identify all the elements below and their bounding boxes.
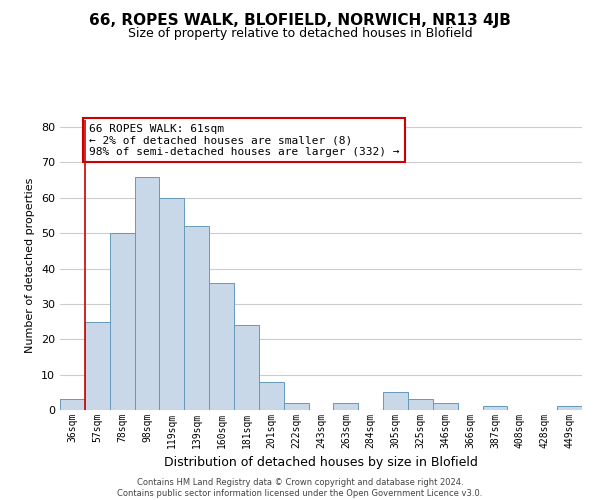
Bar [184,226,209,410]
Bar [209,282,234,410]
Bar [160,198,184,410]
Bar [383,392,408,410]
Text: 66, ROPES WALK, BLOFIELD, NORWICH, NR13 4JB: 66, ROPES WALK, BLOFIELD, NORWICH, NR13 … [89,12,511,28]
Bar [60,400,85,410]
Bar [433,403,458,410]
Bar [284,403,308,410]
Y-axis label: Number of detached properties: Number of detached properties [25,178,35,352]
Text: 66 ROPES WALK: 61sqm
← 2% of detached houses are smaller (8)
98% of semi-detache: 66 ROPES WALK: 61sqm ← 2% of detached ho… [89,124,399,156]
Text: Contains HM Land Registry data © Crown copyright and database right 2024.
Contai: Contains HM Land Registry data © Crown c… [118,478,482,498]
Bar [85,322,110,410]
Bar [408,400,433,410]
Bar [334,403,358,410]
Bar [482,406,508,410]
Text: Size of property relative to detached houses in Blofield: Size of property relative to detached ho… [128,28,472,40]
Bar [110,233,134,410]
Bar [234,325,259,410]
Bar [557,406,582,410]
Bar [134,176,160,410]
X-axis label: Distribution of detached houses by size in Blofield: Distribution of detached houses by size … [164,456,478,469]
Bar [259,382,284,410]
